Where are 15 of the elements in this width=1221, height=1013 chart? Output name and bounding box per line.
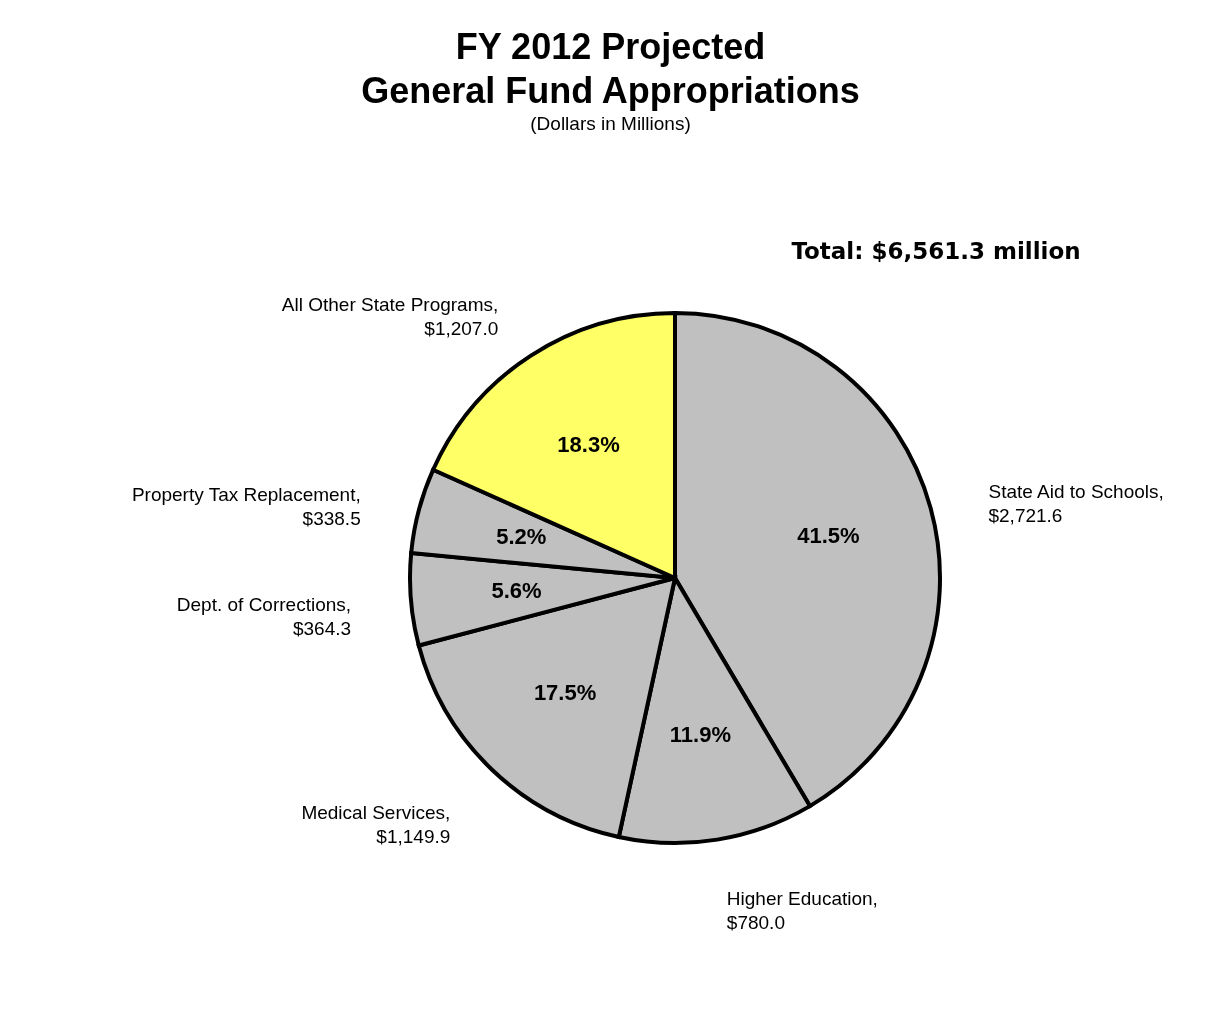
slice-label: Property Tax Replacement, $338.5: [131, 484, 361, 530]
data-label: 11.9%: [669, 721, 731, 747]
data-label: 5.2%: [496, 524, 547, 550]
data-label: 5.6%: [491, 577, 542, 603]
text: Total: $6,561.3 million: [791, 238, 1081, 264]
data-label: 41.5%: [797, 523, 860, 549]
slice-label: State Aid to Schools, $2,721.6: [988, 481, 1164, 527]
slice-label: Medical Services, $1,149.9: [301, 801, 451, 847]
slice-label: Higher Education, $780.0: [726, 887, 878, 933]
slice-label: All Other State Programs, $1,207.0: [281, 294, 499, 340]
slice-label: Dept. of Corrections, $364.3: [176, 593, 352, 639]
data-label: 17.5%: [533, 679, 597, 705]
chart-subtitle: (Dollars in Millions): [530, 113, 691, 134]
chart-title: FY 2012 Projected General Fund Appropriations: [361, 26, 860, 111]
data-label: 18.3%: [557, 431, 620, 457]
